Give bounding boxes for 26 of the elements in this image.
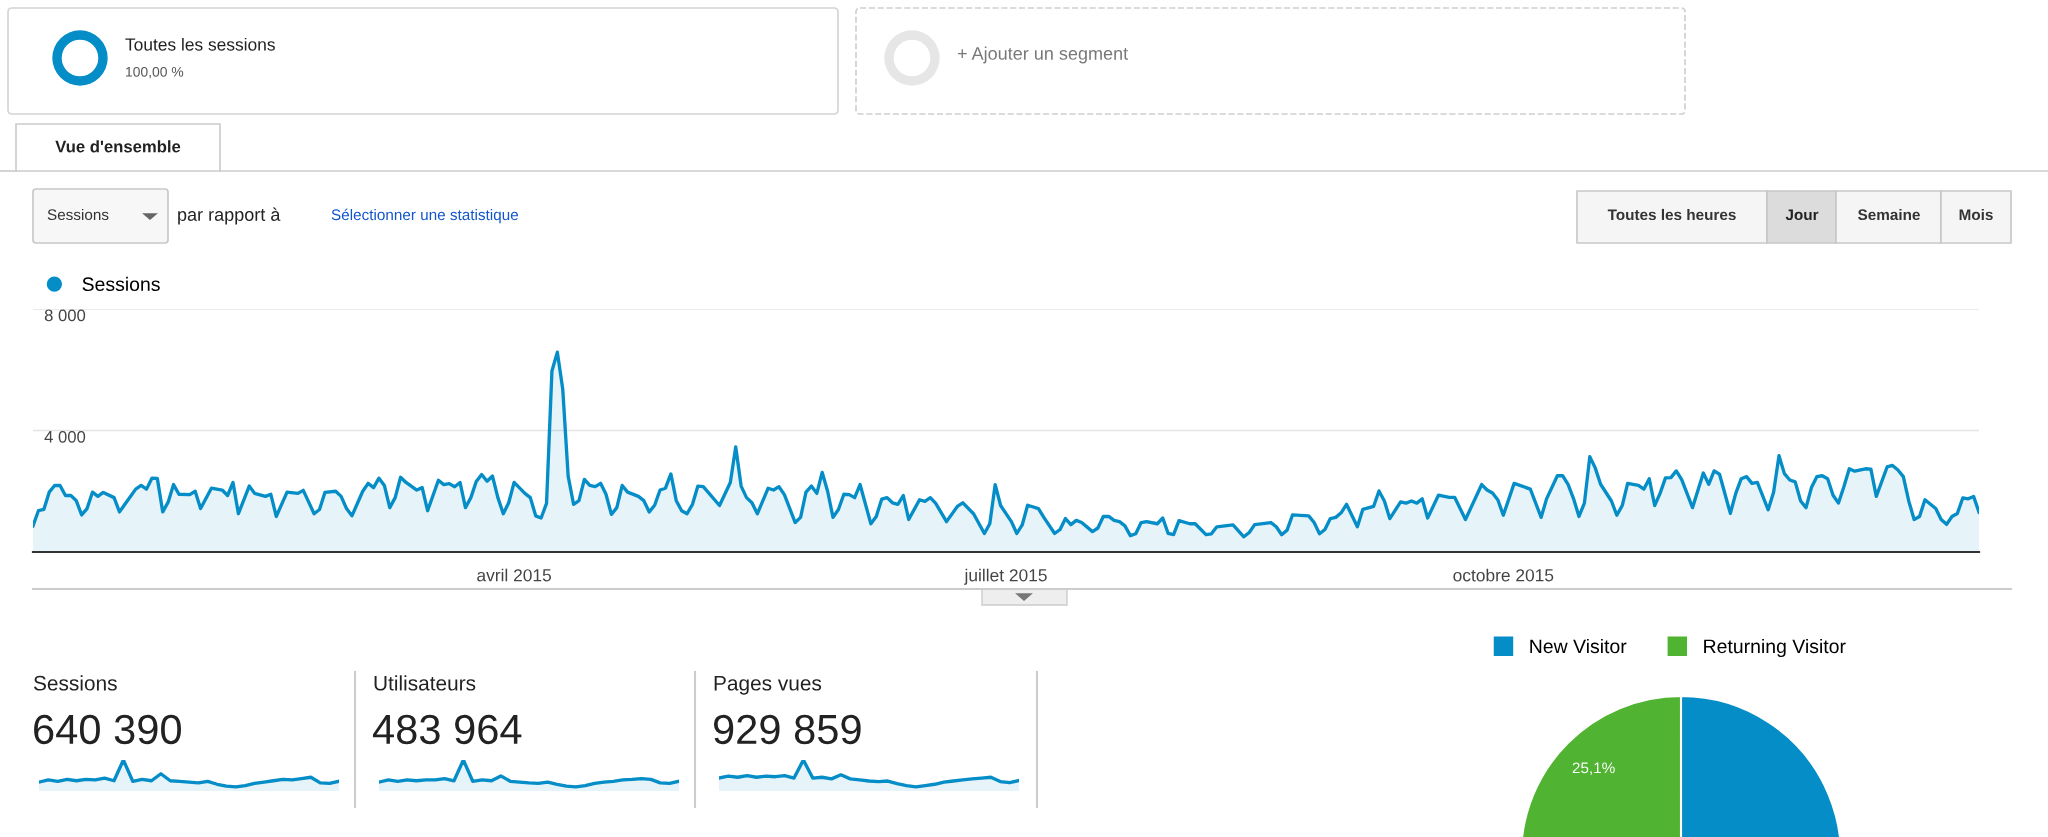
chart-subtitle: 929 859	[713, 714, 861, 745]
text: 100,00 %	[126, 66, 184, 79]
legend-label: New Visitor	[1530, 638, 1627, 654]
x-tick-label: octobre 2015	[1453, 568, 1554, 582]
text: Mois	[1959, 208, 1993, 221]
text: Toutes les heures	[1607, 208, 1736, 221]
chart-subtitle: 483 964	[372, 714, 522, 745]
data-label: 25,1%	[1572, 762, 1615, 776]
text: Vue d'ensemble	[55, 140, 181, 153]
chart-subtitle: 640 390	[34, 714, 181, 745]
legend-label: Returning Visitor	[1704, 638, 1846, 658]
x-tick-label: juillet 2015	[964, 568, 1047, 585]
chart-title: Sessions	[33, 675, 117, 691]
text: Sélectionner une statistique	[331, 208, 519, 224]
y-tick-label: 4 000	[44, 430, 86, 443]
text: Sessions	[47, 208, 109, 221]
x-tick-label: avril 2015	[477, 568, 552, 582]
text: Toutes les sessions	[125, 37, 275, 51]
y-tick-label: 8 000	[44, 309, 86, 322]
text: + Ajouter un segment	[957, 46, 1129, 64]
chart-title: Utilisateurs	[374, 675, 476, 691]
text: Semaine	[1858, 208, 1920, 221]
text: par rapport à	[178, 207, 281, 225]
legend-label: Sessions	[82, 276, 160, 292]
chart-title: Pages vues	[714, 676, 822, 695]
text: Jour	[1785, 209, 1819, 221]
